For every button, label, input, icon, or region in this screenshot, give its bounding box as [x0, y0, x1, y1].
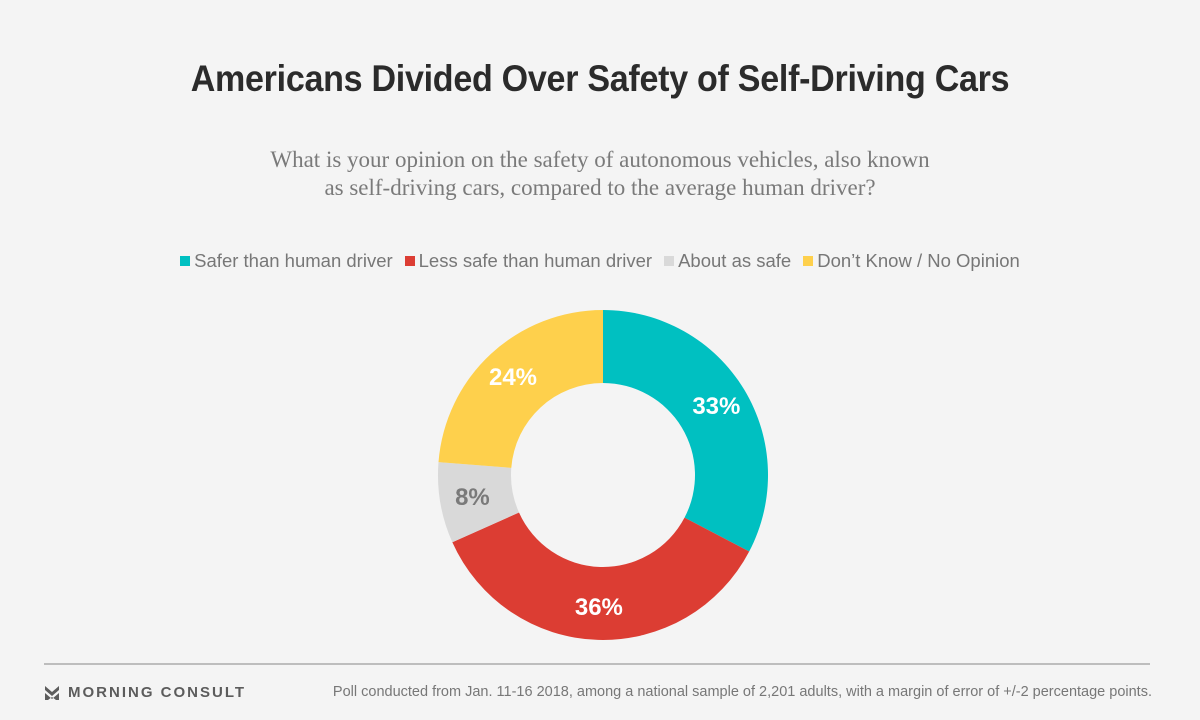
brand-name: MORNING CONSULT: [68, 684, 247, 701]
donut-segment-about-as-safe: [438, 462, 519, 543]
data-label-dont-know: 24%: [489, 364, 537, 391]
chart-legend: Safer than human driver Less safe than h…: [0, 250, 1200, 272]
morning-consult-logo-icon: [45, 685, 59, 700]
legend-label-dont-know: Don’t Know / No Opinion: [817, 250, 1020, 271]
subtitle-line-1: What is your opinion on the safety of au…: [270, 147, 930, 172]
chart-subtitle: What is your opinion on the safety of au…: [0, 146, 1200, 202]
legend-swatch-about-as-safe: [664, 256, 675, 266]
legend-item-dont-know: Don’t Know / No Opinion: [803, 250, 1020, 272]
chart-title: Americans Divided Over Safety of Self-Dr…: [190, 58, 1010, 99]
donut-segments: [438, 310, 768, 640]
legend-item-less-safe: Less safe than human driver: [404, 250, 653, 272]
data-label-safer: 33%: [692, 393, 740, 420]
data-label-less-safe: 36%: [575, 594, 623, 621]
legend-item-about-as-safe: About as safe: [664, 250, 791, 272]
brand-logo: MORNING CONSULT: [44, 684, 246, 701]
legend-item-safer: Safer than human driver: [180, 250, 393, 272]
data-label-about-as-safe: 8%: [455, 484, 490, 511]
poll-methodology-note: Poll conducted from Jan. 11-16 2018, amo…: [332, 684, 1152, 700]
donut-segment-less-safe: [452, 512, 750, 640]
legend-swatch-safer: [180, 256, 191, 266]
subtitle-line-2: as self-driving cars, compared to the av…: [324, 175, 876, 200]
legend-swatch-less-safe: [404, 256, 415, 266]
donut-segment-dont-know: [438, 310, 603, 468]
legend-label-safer: Safer than human driver: [194, 250, 393, 271]
legend-label-less-safe: Less safe than human driver: [418, 250, 653, 271]
footer-divider: [44, 663, 1150, 665]
donut-segment-safer: [603, 310, 768, 552]
donut-labels: 33% 36% 8% 24%: [455, 364, 740, 621]
legend-swatch-dont-know: [803, 256, 814, 266]
legend-label-about-as-safe: About as safe: [678, 250, 792, 271]
